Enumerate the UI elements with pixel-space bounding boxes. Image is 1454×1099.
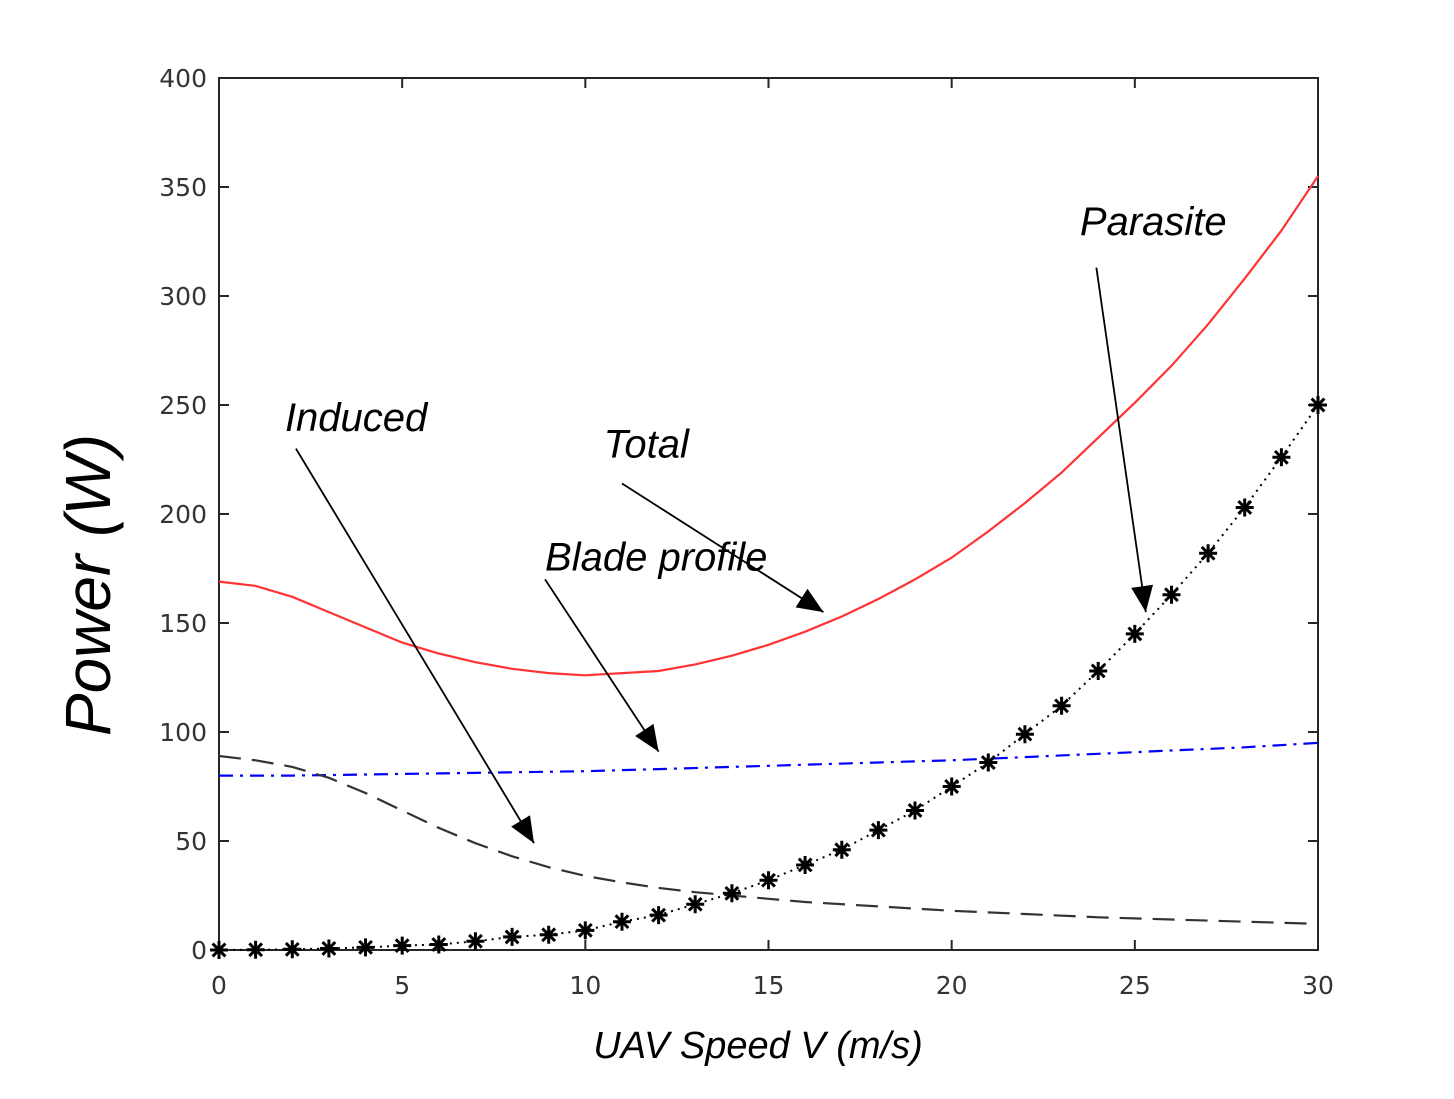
x-tick-label: 10 (569, 971, 601, 1000)
y-axis-label: Power (W) (52, 434, 124, 736)
parasite-star-marker (1125, 624, 1144, 643)
parasite-star-marker (613, 912, 631, 931)
annotation-arrowhead-blade-profile (635, 723, 659, 752)
y-tick-label: 400 (159, 64, 207, 93)
y-tick-label: 100 (159, 718, 207, 747)
parasite-star-marker (686, 895, 705, 914)
parasite-star-marker (1272, 448, 1291, 467)
annotation-arrow-induced (295, 448, 535, 844)
y-tick-label: 150 (159, 609, 207, 638)
parasite-star-marker (429, 935, 448, 954)
x-tick-label: 5 (394, 971, 410, 1000)
parasite-star-marker (832, 840, 851, 859)
y-tick-label: 300 (159, 282, 207, 311)
y-tick-label: 250 (159, 391, 207, 420)
parasite-star-marker (796, 856, 815, 874)
annotation-label-parasite: Parasite (1080, 200, 1227, 244)
x-tick-label: 30 (1302, 971, 1334, 1000)
parasite-star-marker (759, 871, 778, 890)
annotation-arrow-parasite (1095, 267, 1147, 613)
series-line-total (218, 175, 1319, 677)
parasite-star-marker (576, 921, 595, 940)
parasite-star-marker (356, 938, 375, 957)
y-tick-label: 200 (159, 500, 207, 529)
parasite-star-marker (1015, 725, 1034, 744)
annotation-label-total: Total (604, 422, 690, 466)
parasite-star-marker (466, 932, 485, 951)
series-line-parasite (218, 404, 1319, 951)
parasite-star-marker (1235, 498, 1254, 517)
x-axis-label: UAV Speed V (m/s) (593, 1025, 922, 1067)
parasite-star-marker (1052, 696, 1071, 715)
annotation-arrowhead-induced (511, 815, 534, 844)
annotation-arrow-blade-profile (544, 578, 660, 753)
parasite-star-marker (1199, 544, 1218, 563)
parasite-star-marker (503, 927, 522, 946)
y-tick-label: 50 (175, 827, 207, 856)
parasite-star-marker (246, 940, 265, 959)
parasite-star-marker (869, 821, 888, 840)
series-line-induced (218, 754, 1319, 925)
series-line-blade-profile (219, 741, 1319, 777)
annotation-label-blade-profile: Blade profile (545, 536, 767, 580)
x-tick-label: 25 (1119, 971, 1151, 1000)
annotation-arrowhead-total (795, 588, 824, 613)
parasite-star-marker (283, 940, 302, 959)
parasite-star-marker (1162, 585, 1181, 604)
parasite-star-marker (1309, 396, 1327, 414)
annotation-label-induced: Induced (285, 396, 429, 440)
annotation-arrow-total (621, 482, 824, 613)
x-tick-label: 15 (753, 971, 785, 1000)
parasite-star-marker (393, 936, 412, 955)
annotations-group: Parasite Induced Total Blade profile (285, 200, 1227, 844)
y-tick-label: 350 (159, 173, 207, 202)
parasite-star-marker (649, 906, 668, 925)
parasite-star-marker (979, 753, 998, 772)
annotation-arrowhead-parasite (1131, 584, 1153, 613)
series-group (210, 175, 1327, 959)
parasite-star-marker (942, 777, 961, 796)
parasite-star-marker (539, 925, 558, 944)
parasite-star-marker (1089, 662, 1108, 680)
parasite-star-marker (722, 884, 741, 903)
y-tick-label: 0 (191, 936, 207, 965)
parasite-star-marker (906, 801, 924, 820)
x-tick-label: 0 (211, 971, 227, 1000)
parasite-star-marker (210, 941, 228, 959)
x-tick-label: 20 (936, 971, 968, 1000)
parasite-star-marker (319, 939, 338, 958)
